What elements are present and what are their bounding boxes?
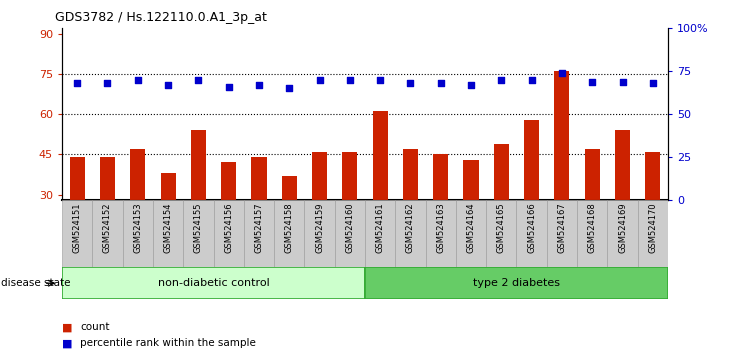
Point: [344, 77, 356, 83]
Bar: [161, 173, 176, 200]
Point: [586, 79, 598, 84]
Bar: [615, 130, 630, 200]
Bar: [493, 144, 509, 200]
Bar: [312, 152, 327, 200]
Text: GSM524158: GSM524158: [285, 202, 293, 253]
Point: [283, 86, 295, 91]
Bar: [69, 157, 85, 200]
Bar: [153, 200, 183, 267]
Text: GSM524152: GSM524152: [103, 202, 112, 252]
Point: [72, 80, 83, 86]
Bar: [554, 71, 569, 200]
Text: disease state: disease state: [1, 278, 71, 288]
Point: [496, 77, 507, 83]
Bar: [396, 200, 426, 267]
Point: [193, 77, 204, 83]
Text: GSM524154: GSM524154: [164, 202, 172, 252]
Point: [404, 80, 416, 86]
Point: [132, 77, 144, 83]
Point: [314, 77, 326, 83]
Bar: [62, 200, 93, 267]
Bar: [607, 200, 638, 267]
Bar: [517, 200, 547, 267]
Bar: [304, 200, 335, 267]
Bar: [524, 120, 539, 200]
Bar: [365, 267, 668, 299]
Bar: [274, 200, 304, 267]
Text: GSM524165: GSM524165: [497, 202, 506, 253]
Text: GSM524164: GSM524164: [466, 202, 475, 253]
Text: GSM524153: GSM524153: [134, 202, 142, 253]
Text: GSM524162: GSM524162: [406, 202, 415, 253]
Point: [526, 77, 537, 83]
Bar: [130, 149, 145, 200]
Bar: [62, 267, 365, 299]
Text: GSM524167: GSM524167: [558, 202, 566, 253]
Text: percentile rank within the sample: percentile rank within the sample: [80, 338, 256, 348]
Bar: [342, 152, 358, 200]
Point: [223, 84, 234, 90]
Text: type 2 diabetes: type 2 diabetes: [473, 278, 560, 288]
Text: GDS3782 / Hs.122110.0.A1_3p_at: GDS3782 / Hs.122110.0.A1_3p_at: [55, 11, 266, 24]
Bar: [191, 130, 206, 200]
Point: [435, 80, 447, 86]
Bar: [282, 176, 297, 200]
Bar: [244, 200, 274, 267]
Bar: [372, 112, 388, 200]
Text: count: count: [80, 322, 110, 332]
Text: GSM524168: GSM524168: [588, 202, 596, 253]
Bar: [486, 200, 517, 267]
Bar: [123, 200, 153, 267]
Text: GSM524170: GSM524170: [648, 202, 657, 253]
Text: GSM524161: GSM524161: [376, 202, 385, 253]
Bar: [456, 200, 486, 267]
Bar: [426, 200, 456, 267]
Text: GSM524163: GSM524163: [437, 202, 445, 253]
Bar: [335, 200, 365, 267]
Point: [101, 80, 113, 86]
Text: GSM524156: GSM524156: [224, 202, 233, 253]
Point: [374, 77, 386, 83]
Bar: [464, 160, 479, 200]
Text: GSM524151: GSM524151: [73, 202, 82, 252]
Point: [253, 82, 265, 88]
Point: [465, 82, 477, 88]
Bar: [93, 200, 123, 267]
Text: GSM524157: GSM524157: [255, 202, 264, 253]
Bar: [433, 154, 448, 200]
Text: ■: ■: [62, 338, 72, 348]
Text: GSM524160: GSM524160: [345, 202, 354, 253]
Point: [647, 80, 658, 86]
Text: GSM524169: GSM524169: [618, 202, 627, 253]
Bar: [577, 200, 607, 267]
Text: ■: ■: [62, 322, 72, 332]
Point: [617, 79, 629, 84]
Bar: [214, 200, 244, 267]
Point: [556, 70, 568, 76]
Text: GSM524166: GSM524166: [527, 202, 536, 253]
Bar: [547, 200, 577, 267]
Point: [162, 82, 174, 88]
Bar: [403, 149, 418, 200]
Text: GSM524155: GSM524155: [194, 202, 203, 252]
Bar: [221, 162, 237, 200]
Text: non-diabetic control: non-diabetic control: [158, 278, 269, 288]
Bar: [365, 200, 396, 267]
Bar: [251, 157, 266, 200]
Bar: [100, 157, 115, 200]
Bar: [183, 200, 214, 267]
Bar: [638, 200, 668, 267]
Bar: [645, 152, 661, 200]
Bar: [585, 149, 600, 200]
Text: GSM524159: GSM524159: [315, 202, 324, 252]
